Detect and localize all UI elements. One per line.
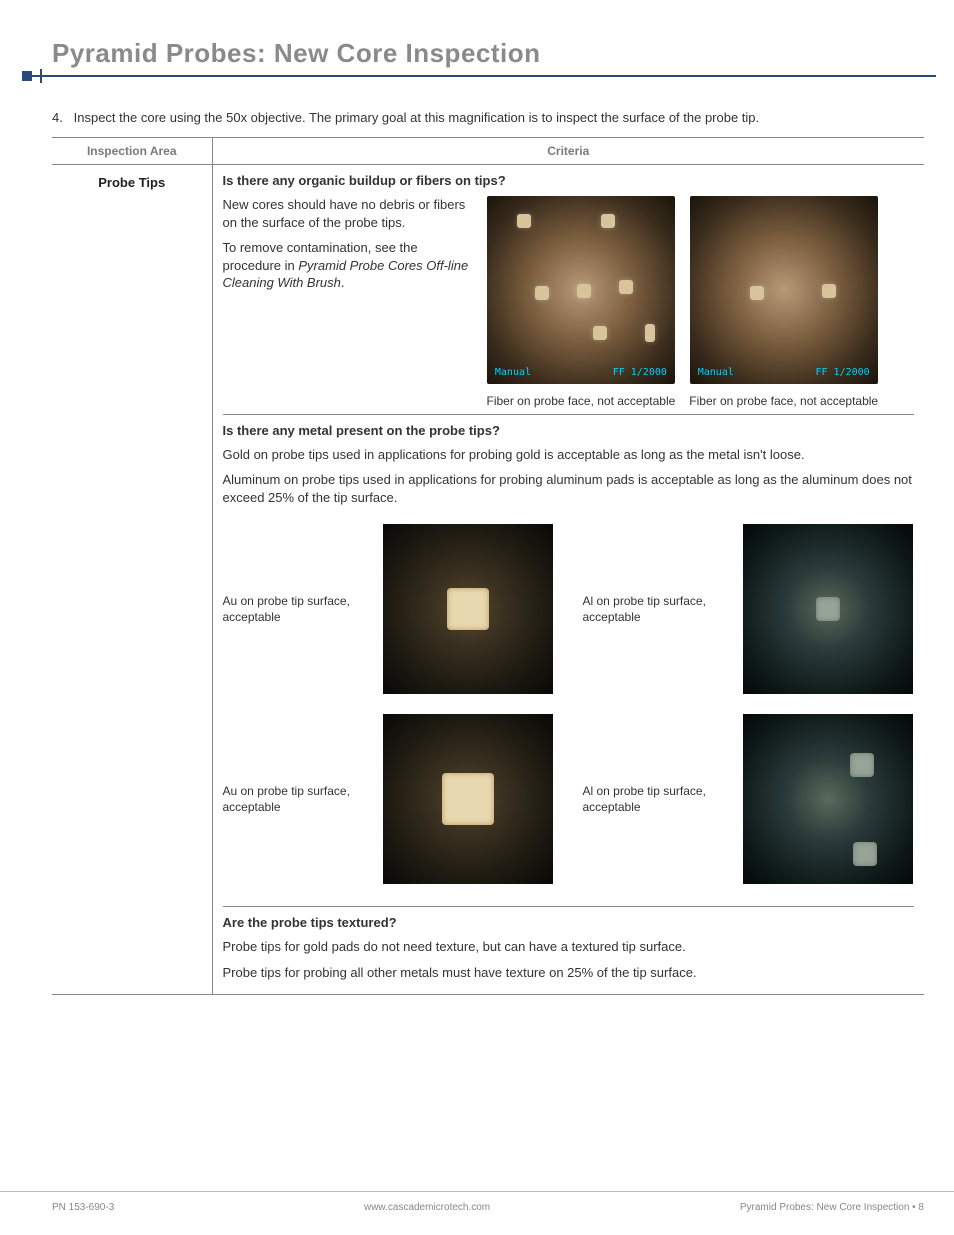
question-textured: Are the probe tips textured? bbox=[223, 906, 915, 930]
ann-right: FF 1/2000 bbox=[816, 367, 870, 378]
ann-right: FF 1/2000 bbox=[613, 367, 667, 378]
page-footer: PN 153-690-3 www.cascademicrotech.com Py… bbox=[0, 1191, 954, 1213]
divider-tick-icon bbox=[40, 69, 42, 83]
image-annotation: Manual FF 1/2000 bbox=[495, 367, 667, 378]
probe-dot-icon bbox=[822, 284, 836, 298]
label-au-1: Au on probe tip surface, acceptable bbox=[223, 593, 353, 625]
probe-dot-icon bbox=[535, 286, 549, 300]
inspection-table: Inspection Area Criteria Probe Tips Is t… bbox=[52, 137, 924, 994]
step-text: Inspect the core using the 50x objective… bbox=[74, 110, 760, 125]
microscope-image-au-2 bbox=[383, 714, 553, 884]
label-al-1: Al on probe tip surface, acceptable bbox=[583, 593, 713, 625]
content-area: 4. Inspect the core using the 50x object… bbox=[0, 77, 954, 995]
question-metal-present: Is there any metal present on the probe … bbox=[223, 414, 915, 438]
ann-left: Manual bbox=[698, 367, 734, 378]
s1-p2: To remove contamination, see the procedu… bbox=[223, 239, 473, 292]
microscope-image-fiber-2: Manual FF 1/2000 bbox=[690, 196, 878, 384]
microscope-image-al-2 bbox=[743, 714, 913, 884]
label-al-2: Al on probe tip surface, acceptable bbox=[583, 783, 713, 815]
area-cell-probe-tips: Probe Tips bbox=[52, 165, 212, 994]
microscope-image-fiber-1: Manual FF 1/2000 bbox=[487, 196, 675, 384]
probe-dot-icon bbox=[750, 286, 764, 300]
tip-square-icon bbox=[850, 753, 874, 777]
s2-p1: Gold on probe tips used in applications … bbox=[223, 446, 915, 464]
tip-square-icon bbox=[853, 842, 877, 866]
section1-row: New cores should have no debris or fiber… bbox=[223, 196, 915, 410]
header-criteria: Criteria bbox=[212, 138, 924, 165]
figure-fiber-1: Manual FF 1/2000 Fiber on probe face, no… bbox=[487, 196, 676, 410]
section1-text: New cores should have no debris or fiber… bbox=[223, 196, 473, 300]
microscope-image-au-1 bbox=[383, 524, 553, 694]
question-organic-buildup: Is there any organic buildup or fibers o… bbox=[223, 171, 915, 188]
probe-dot-icon bbox=[601, 214, 615, 228]
s2-p2: Aluminum on probe tips used in applicati… bbox=[223, 471, 915, 506]
criteria-cell: Is there any organic buildup or fibers o… bbox=[212, 165, 924, 994]
s1-p1: New cores should have no debris or fiber… bbox=[223, 196, 473, 231]
footer-left: PN 153-690-3 bbox=[52, 1202, 114, 1213]
s1-p2c: . bbox=[341, 275, 345, 290]
page-title: Pyramid Probes: New Core Inspection bbox=[0, 0, 954, 75]
caption-fiber-1: Fiber on probe face, not acceptable bbox=[487, 394, 676, 410]
ann-left: Manual bbox=[495, 367, 531, 378]
label-au-2: Au on probe tip surface, acceptable bbox=[223, 783, 353, 815]
tip-square-icon bbox=[816, 597, 840, 621]
image-annotation: Manual FF 1/2000 bbox=[698, 367, 870, 378]
probe-dot-icon bbox=[593, 326, 607, 340]
metal-grid: Au on probe tip surface, acceptable Al o… bbox=[223, 524, 915, 884]
s3-p1: Probe tips for gold pads do not need tex… bbox=[223, 938, 915, 956]
probe-dot-icon bbox=[619, 280, 633, 294]
figure-fiber-2: Manual FF 1/2000 Fiber on probe face, no… bbox=[689, 196, 878, 410]
caption-fiber-2: Fiber on probe face, not acceptable bbox=[689, 394, 878, 410]
divider-square-icon bbox=[22, 71, 32, 81]
tip-square-icon bbox=[442, 773, 494, 825]
step-number: 4. bbox=[52, 109, 70, 127]
header-inspection-area: Inspection Area bbox=[52, 138, 212, 165]
tip-square-icon bbox=[447, 588, 489, 630]
microscope-image-al-1 bbox=[743, 524, 913, 694]
probe-dot-icon bbox=[645, 324, 655, 342]
probe-dot-icon bbox=[577, 284, 591, 298]
s3-p2: Probe tips for probing all other metals … bbox=[223, 964, 915, 982]
probe-dot-icon bbox=[517, 214, 531, 228]
instruction-step: 4. Inspect the core using the 50x object… bbox=[52, 109, 924, 127]
title-divider bbox=[22, 75, 936, 77]
footer-right: Pyramid Probes: New Core Inspection • 8 bbox=[740, 1202, 924, 1213]
footer-center: www.cascademicrotech.com bbox=[364, 1202, 490, 1213]
